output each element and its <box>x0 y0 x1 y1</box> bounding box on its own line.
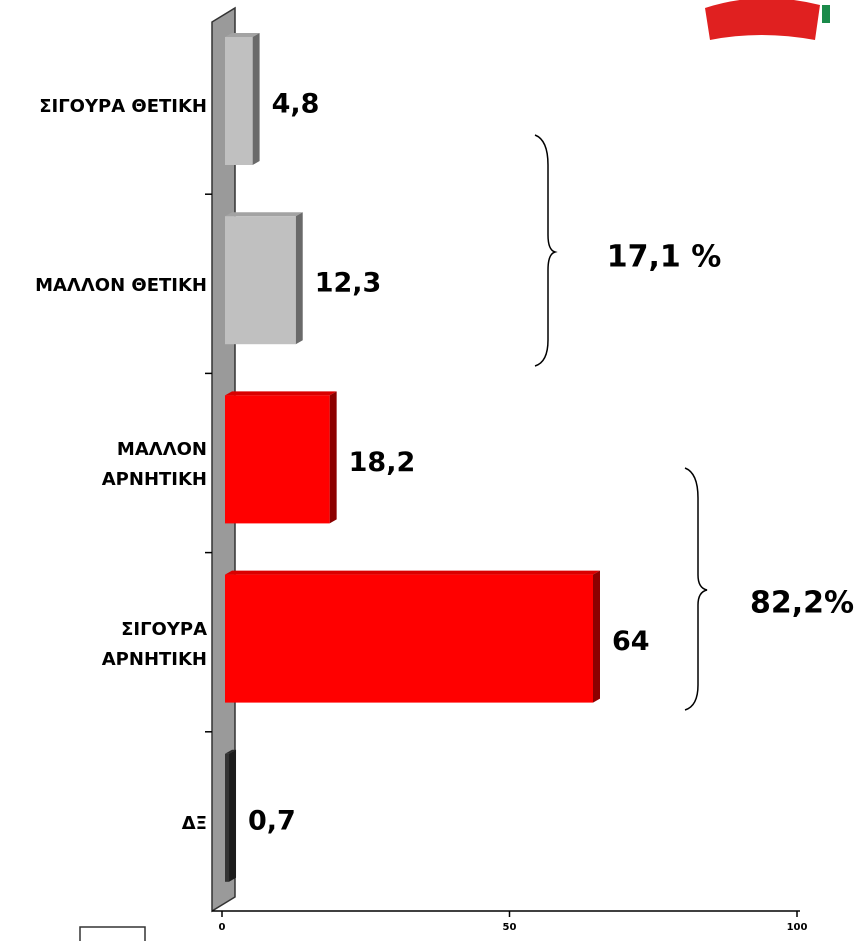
bar-face <box>225 570 600 575</box>
x-tick-label: 100 <box>787 922 808 933</box>
bar-face <box>225 574 593 703</box>
bar-face <box>225 753 230 882</box>
value-label: 64 <box>612 626 650 657</box>
y-tick-label: ΣΙΓΟΥΡΑ ΑΡΝΗΤΙΚΗ <box>101 618 207 670</box>
bar-face <box>225 391 337 396</box>
bar-face <box>229 749 237 882</box>
value-label: 12,3 <box>315 268 382 299</box>
x-tick-label: 50 <box>503 922 517 933</box>
bar <box>225 391 337 524</box>
brace <box>534 134 558 367</box>
bar-face <box>225 212 303 217</box>
annotation: 82,2% <box>750 586 854 621</box>
value-label: 4,8 <box>272 89 320 120</box>
logo <box>705 0 820 40</box>
bar-face <box>593 570 600 703</box>
bar <box>225 212 303 345</box>
value-label: 18,2 <box>349 447 416 478</box>
value-label: 0,7 <box>248 805 296 836</box>
bar-face <box>295 212 303 345</box>
x-tick-label: 0 <box>219 922 226 933</box>
y-tick-label: ΜΑΛΛΟΝ ΑΡΝΗΤΙΚΗ <box>101 439 207 491</box>
bar-face <box>225 216 296 345</box>
box <box>79 926 146 941</box>
bar <box>225 570 600 703</box>
bar-face <box>225 37 253 165</box>
annotation: 17,1 % <box>607 240 722 275</box>
bar-face <box>329 391 337 524</box>
bar-face <box>225 395 330 524</box>
bar <box>225 33 260 165</box>
y-tick-label: ΜΑΛΛΟΝ ΘΕΤΙΚΗ <box>35 275 207 297</box>
bar-face <box>225 749 237 754</box>
bar <box>225 749 237 882</box>
logo <box>822 5 830 23</box>
bar-face <box>252 33 260 165</box>
y-tick-label: ΔΞ <box>181 812 207 834</box>
brace <box>684 467 708 711</box>
bar-face <box>225 33 260 37</box>
y-tick-label: ΣΙΓΟΥΡΑ ΘΕΤΙΚΗ <box>39 96 207 117</box>
